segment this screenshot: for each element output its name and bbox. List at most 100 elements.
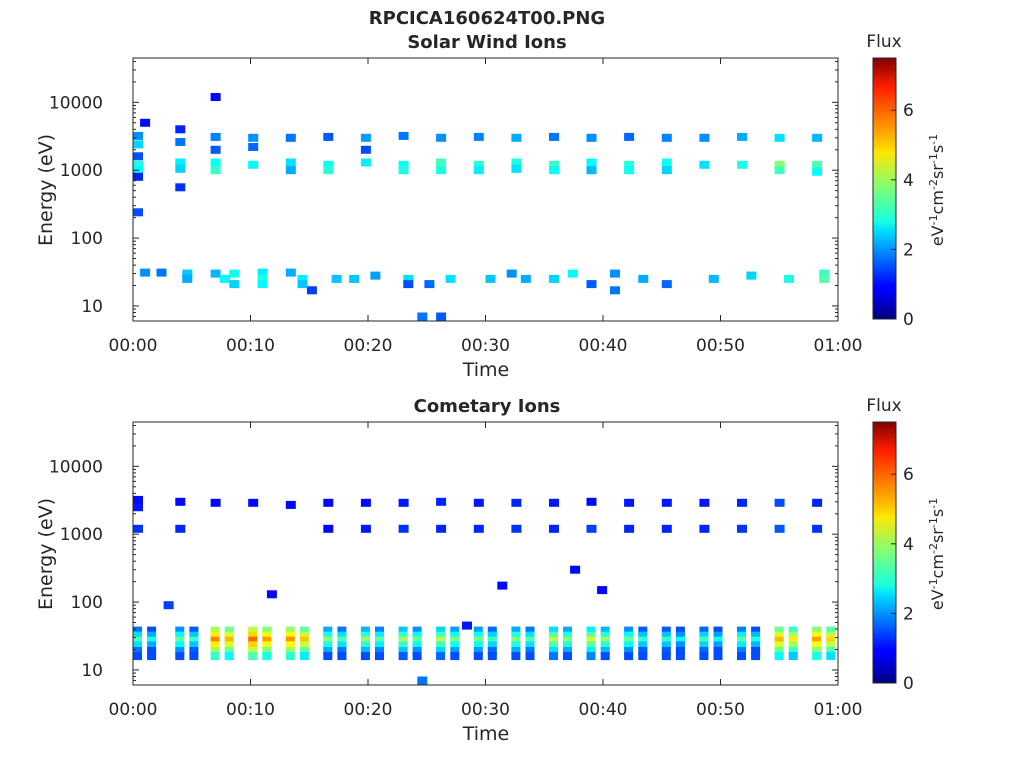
flux-cell xyxy=(737,647,746,655)
flux-cell xyxy=(520,274,531,283)
x-tick-label: 01:00 xyxy=(814,700,863,720)
flux-cell xyxy=(436,158,447,167)
flux-cell xyxy=(774,647,784,655)
flux-cell xyxy=(323,524,334,533)
flux-cell xyxy=(257,280,268,289)
flux-cell xyxy=(450,647,460,655)
flux-cell xyxy=(699,498,710,507)
flux-cell xyxy=(175,524,186,533)
flux-cell xyxy=(638,636,648,645)
flux-cell xyxy=(549,647,558,655)
flux-cell xyxy=(248,647,258,655)
flux-cell xyxy=(398,131,409,140)
flux-cell xyxy=(248,133,259,142)
flux-cell xyxy=(133,631,142,640)
colorbar xyxy=(872,57,897,320)
flux-cell xyxy=(473,160,484,169)
flux-cell xyxy=(375,636,384,645)
flux-cell xyxy=(133,636,142,645)
flux-cell xyxy=(424,280,435,289)
flux-cell xyxy=(398,647,408,655)
flux-cell xyxy=(257,268,268,277)
flux-cell xyxy=(473,524,484,533)
flux-cell xyxy=(436,641,446,650)
flux-cell xyxy=(360,524,371,533)
x-tick-label: 00:50 xyxy=(696,700,745,720)
flux-cell xyxy=(224,641,234,650)
flux-cell xyxy=(360,647,370,655)
flux-cell xyxy=(262,626,272,635)
flux-cell xyxy=(224,626,234,635)
flux-cell xyxy=(323,160,334,169)
flux-cell xyxy=(826,641,836,650)
flux-cell xyxy=(826,626,836,635)
flux-cell xyxy=(661,498,672,507)
flux-cell xyxy=(210,93,221,101)
flux-cell xyxy=(398,626,408,635)
flux-cell xyxy=(133,647,142,655)
flux-cell xyxy=(624,498,635,507)
flux-cell xyxy=(398,166,409,175)
x-ticks: 00:00 00:10 00:20 00:30 00:40 00:50 01:00 xyxy=(109,58,863,356)
flux-cell xyxy=(549,631,558,640)
colorbar-tick-label: 2 xyxy=(903,604,914,624)
flux-cell xyxy=(175,138,186,146)
x-tick-label: 00:50 xyxy=(696,336,745,356)
flux-cell xyxy=(323,647,333,655)
flux-cell xyxy=(450,636,460,645)
flux-cell xyxy=(133,524,143,533)
flux-cell xyxy=(567,269,578,278)
flux-cell xyxy=(737,641,746,650)
flux-cell xyxy=(549,626,558,635)
flux-cell xyxy=(175,497,186,506)
flux-cell xyxy=(299,641,309,650)
y-tick-label: 10000 xyxy=(49,93,103,113)
flux-cell xyxy=(819,274,830,283)
flux-cell xyxy=(675,626,685,635)
flux-cell xyxy=(182,269,193,278)
flux-cell xyxy=(398,498,409,507)
x-tick-label: 00:30 xyxy=(461,700,510,720)
flux-cell xyxy=(563,641,572,650)
flux-cell xyxy=(497,581,508,590)
flux-cell xyxy=(285,631,295,640)
flux-cell xyxy=(511,498,522,507)
flux-cell xyxy=(737,160,747,169)
flux-cell xyxy=(473,626,483,635)
flux-cell xyxy=(445,274,456,283)
flux-cell xyxy=(473,631,483,640)
flux-cell xyxy=(436,626,446,635)
colorbar xyxy=(872,421,897,684)
flux-cell xyxy=(337,641,347,650)
flux-cell xyxy=(436,652,446,661)
flux-cell xyxy=(511,133,522,142)
flux-cell xyxy=(638,641,648,650)
x-axis-label: Time xyxy=(462,359,510,381)
flux-cell xyxy=(360,498,371,507)
flux-cell xyxy=(147,631,157,640)
flux-cell xyxy=(699,641,709,650)
flux-cell xyxy=(826,652,836,661)
figure-title: RPCICA160624T00.PNG xyxy=(369,8,605,29)
flux-cell xyxy=(624,524,635,533)
flux-cell xyxy=(224,647,234,655)
flux-cell xyxy=(473,132,484,141)
flux-cell xyxy=(147,641,157,650)
flux-cell xyxy=(774,636,784,645)
flux-cell xyxy=(624,166,635,175)
flux-cell xyxy=(563,652,572,661)
flux-cell xyxy=(248,641,258,650)
flux-cell xyxy=(175,647,185,655)
flux-cell xyxy=(412,631,422,640)
flux-cell xyxy=(147,647,157,655)
flux-cell xyxy=(133,152,143,161)
flux-cell xyxy=(299,647,309,655)
flux-cell xyxy=(297,274,308,283)
flux-cell xyxy=(210,145,221,154)
flux-cell xyxy=(624,132,635,141)
flux-cell xyxy=(826,631,836,640)
flux-cell xyxy=(746,271,757,280)
flux-cell xyxy=(675,647,685,655)
flux-cell xyxy=(229,280,240,289)
x-tick-label: 00:10 xyxy=(226,700,275,720)
